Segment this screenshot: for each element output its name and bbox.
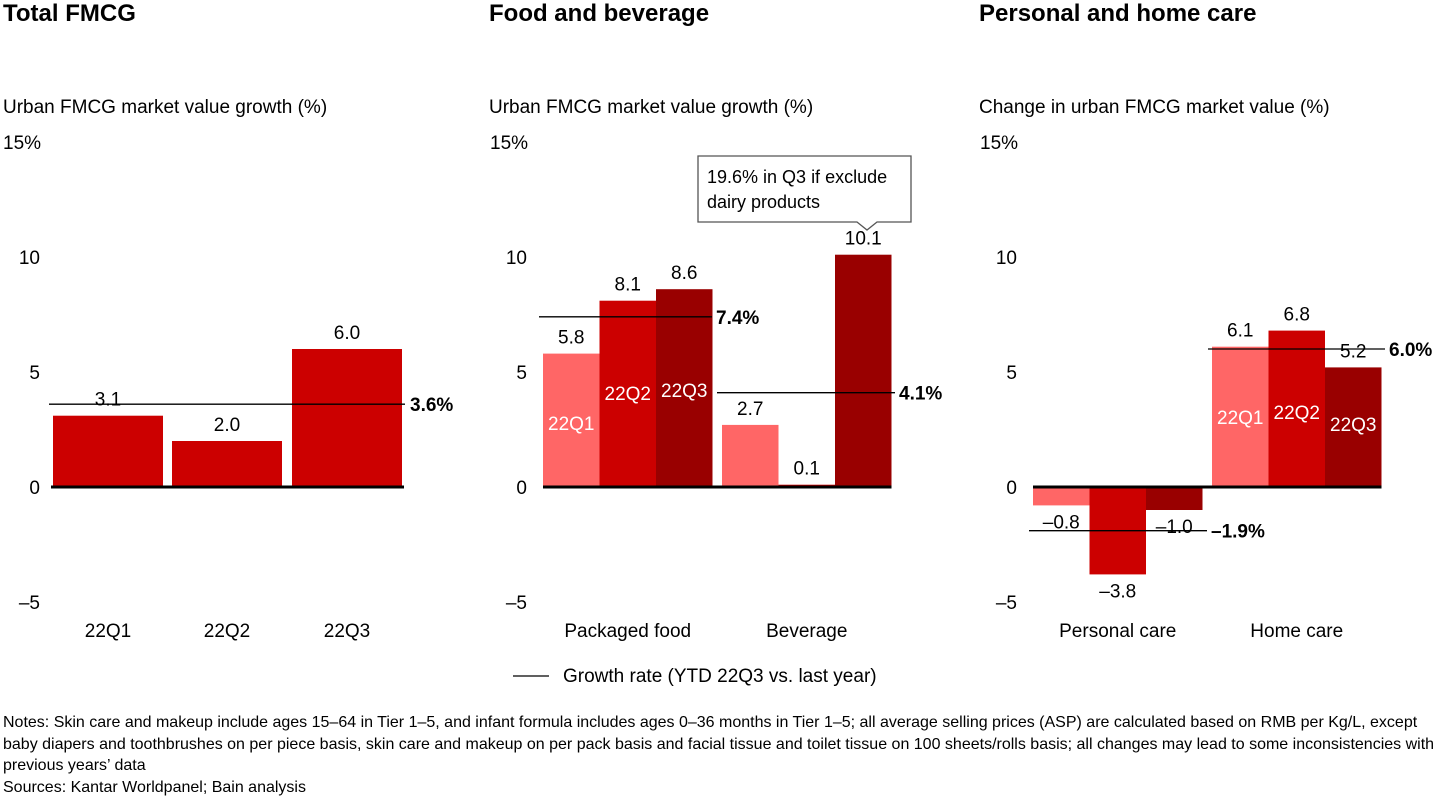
y-tick-label: 5 <box>516 363 527 384</box>
x-tick-label: 22Q1 <box>85 621 131 642</box>
data-label: 3.1 <box>95 390 121 411</box>
bar-total-22q1 <box>53 415 163 487</box>
data-label: 8.1 <box>615 275 641 296</box>
data-label: 5.8 <box>558 328 584 349</box>
annotation-text: dairy products <box>707 192 820 212</box>
chart-canvas: 15% 10 5 0 –5 15% 10 5 0 –5 15% 10 5 0 –5 3.1 22Q1 2.0 22Q… <box>3 133 1432 687</box>
x-tick-label: Beverage <box>766 621 847 642</box>
bar-personal-care-22q3 <box>1146 487 1203 510</box>
data-label: 6.8 <box>1284 305 1310 326</box>
y-tick-label: 15% <box>3 133 41 154</box>
panel-title-total-fmcg: Total FMCG <box>3 0 136 27</box>
x-tick-label: Packaged food <box>564 621 691 642</box>
data-label: 8.6 <box>671 263 697 284</box>
panel-title-food-beverage: Food and beverage <box>489 0 710 27</box>
y-tick-label: 5 <box>1006 363 1017 384</box>
x-tick-label: Home care <box>1250 621 1343 642</box>
y-tick-label: 0 <box>29 478 40 499</box>
y-tick-label: –5 <box>996 593 1017 614</box>
bar-personal-care-22q1 <box>1033 487 1090 506</box>
y-axis-label-total: Urban FMCG market value growth (%) <box>3 97 328 118</box>
bar-total-22q3 <box>292 349 402 487</box>
data-label: 2.7 <box>737 399 763 420</box>
legend-label: Growth rate (YTD 22Q3 vs. last year) <box>563 666 877 687</box>
bar-packaged-food-22q3 <box>656 289 713 487</box>
data-label: 6.1 <box>1227 321 1253 342</box>
data-label: 6.0 <box>334 323 360 344</box>
y-tick-label: 10 <box>506 248 527 269</box>
bar-home-care-22q3 <box>1325 367 1382 487</box>
series-label-22q1: 22Q1 <box>1217 408 1263 429</box>
bar-packaged-food-22q1 <box>543 353 600 487</box>
growth-rate-label: 3.6% <box>410 395 453 416</box>
x-tick-label: 22Q3 <box>324 621 370 642</box>
growth-rate-label: 7.4% <box>716 308 759 329</box>
y-tick-label: 10 <box>996 248 1017 269</box>
series-label-22q1: 22Q1 <box>548 414 594 435</box>
sources-text: Sources: Kantar Worldpanel; Bain analysi… <box>3 778 306 796</box>
y-tick-label: 0 <box>1006 478 1017 499</box>
data-label: 2.0 <box>214 415 240 436</box>
data-label: 0.1 <box>794 459 820 480</box>
notes-text: Notes: Skin care and makeup include ages… <box>3 714 1435 774</box>
data-label: 10.1 <box>845 229 882 250</box>
growth-rate-label: 6.0% <box>1389 340 1432 361</box>
annotation-callout-box <box>697 155 912 231</box>
annotation-text: 19.6% in Q3 if exclude <box>707 167 887 187</box>
footnotes: Notes: Skin care and makeup include ages… <box>3 712 1439 798</box>
x-tick-label: Personal care <box>1059 621 1176 642</box>
series-label-22q3: 22Q3 <box>1330 415 1376 436</box>
y-tick-label: 10 <box>19 248 40 269</box>
y-tick-label: 0 <box>516 478 527 499</box>
growth-rate-label: 4.1% <box>899 384 942 405</box>
y-tick-label: 15% <box>980 133 1018 154</box>
bar-home-care-22q2 <box>1268 330 1325 487</box>
bar-beverage-22q1 <box>722 424 779 487</box>
data-label: 5.2 <box>1340 341 1366 362</box>
x-tick-label: 22Q2 <box>204 621 250 642</box>
y-tick-label: –5 <box>506 593 527 614</box>
series-label-22q3: 22Q3 <box>661 381 707 402</box>
series-label-22q2: 22Q2 <box>1274 403 1320 424</box>
bar-beverage-22q3 <box>835 254 892 487</box>
bar-home-care-22q1 <box>1212 346 1269 487</box>
bar-total-22q2 <box>172 441 282 487</box>
y-tick-label: 15% <box>490 133 528 154</box>
y-tick-label: 5 <box>29 363 40 384</box>
series-label-22q2: 22Q2 <box>605 384 651 405</box>
data-label: –3.8 <box>1099 581 1136 602</box>
panel-title-personal-home-care: Personal and home care <box>979 0 1257 27</box>
y-axis-label-food: Urban FMCG market value growth (%) <box>489 97 814 118</box>
growth-rate-label: –1.9% <box>1211 522 1265 543</box>
bar-packaged-food-22q2 <box>599 300 656 487</box>
y-axis-label-care: Change in urban FMCG market value (%) <box>979 97 1330 118</box>
data-label: –0.8 <box>1043 512 1080 533</box>
data-label: –1.0 <box>1156 517 1193 538</box>
y-tick-label: –5 <box>19 593 40 614</box>
